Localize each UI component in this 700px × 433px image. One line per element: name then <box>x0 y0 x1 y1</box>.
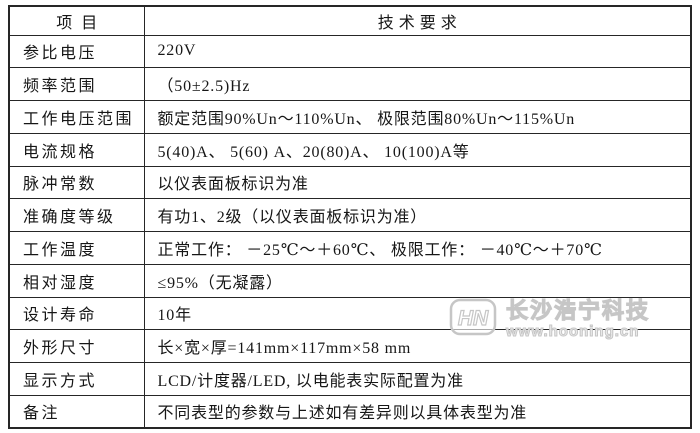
table-row: 工作温度 正常工作： －25℃～＋60℃、 极限工作： －40℃～＋70℃ <box>8 231 692 265</box>
table-row: 相对湿度 ≤95%（无凝露） <box>8 263 692 298</box>
item-cell: 显示方式 <box>8 362 145 396</box>
header-requirement: 技术要求 <box>143 5 692 36</box>
table-row: 电流规格 5(40)A、 5(60) A、20(80)A、 10(100)A等 <box>8 132 692 167</box>
requirement-cell: LCD/计度器/LED, 以电能表实际配置为准 <box>143 362 692 396</box>
item-cell: 备注 <box>8 394 145 429</box>
requirement-cell: ≤95%（无凝露） <box>143 263 692 298</box>
requirement-cell: 有功1、2级（以仪表面板标识为准） <box>143 198 692 232</box>
requirement-cell: 220V <box>143 34 692 69</box>
table-row: 显示方式 LCD/计度器/LED, 以电能表实际配置为准 <box>8 362 692 396</box>
item-cell: 参比电压 <box>8 34 145 69</box>
spec-table: 项目 技术要求 参比电压 220V 频率范围 （50±2.5)Hz 工作电压范围… <box>8 5 692 429</box>
requirement-cell: （50±2.5)Hz <box>143 67 692 101</box>
requirement-cell: 5(40)A、 5(60) A、20(80)A、 10(100)A等 <box>143 132 692 167</box>
table-row: 设计寿命 10年 <box>8 296 692 331</box>
requirement-cell: 正常工作： －25℃～＋60℃、 极限工作： －40℃～＋70℃ <box>143 231 692 265</box>
table-row: 工作电压范围 额定范围90%Un～110%Un、 极限范围80%Un～115%U… <box>8 100 692 134</box>
item-cell: 工作温度 <box>8 231 145 265</box>
requirement-cell: 不同表型的参数与上述如有差异则以具体表型为准 <box>143 394 692 429</box>
item-cell: 准确度等级 <box>8 198 145 232</box>
header-item: 项目 <box>8 5 145 36</box>
table-row: 准确度等级 有功1、2级（以仪表面板标识为准） <box>8 198 692 232</box>
table-row: 频率范围 （50±2.5)Hz <box>8 67 692 101</box>
table-row: 备注 不同表型的参数与上述如有差异则以具体表型为准 <box>8 394 692 429</box>
table-row: 脉冲常数 以仪表面板标识为准 <box>8 165 692 200</box>
item-cell: 频率范围 <box>8 67 145 101</box>
item-cell: 相对湿度 <box>8 263 145 298</box>
item-cell: 工作电压范围 <box>8 100 145 134</box>
table-header-row: 项目 技术要求 <box>8 5 692 36</box>
table-row: 外形尺寸 长×宽×厚=141mm×117mm×58 mm <box>8 329 692 363</box>
requirement-cell: 额定范围90%Un～110%Un、 极限范围80%Un～115%Un <box>143 100 692 134</box>
item-cell: 电流规格 <box>8 132 145 167</box>
item-cell: 外形尺寸 <box>8 329 145 363</box>
item-cell: 设计寿命 <box>8 296 145 331</box>
requirement-cell: 长×宽×厚=141mm×117mm×58 mm <box>143 329 692 363</box>
requirement-cell: 10年 <box>143 296 692 331</box>
requirement-cell: 以仪表面板标识为准 <box>143 165 692 200</box>
table-row: 参比电压 220V <box>8 34 692 69</box>
item-cell: 脉冲常数 <box>8 165 145 200</box>
